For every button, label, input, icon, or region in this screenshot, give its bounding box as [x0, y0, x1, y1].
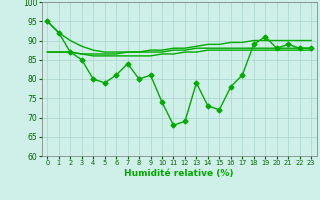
X-axis label: Humidité relative (%): Humidité relative (%)	[124, 169, 234, 178]
